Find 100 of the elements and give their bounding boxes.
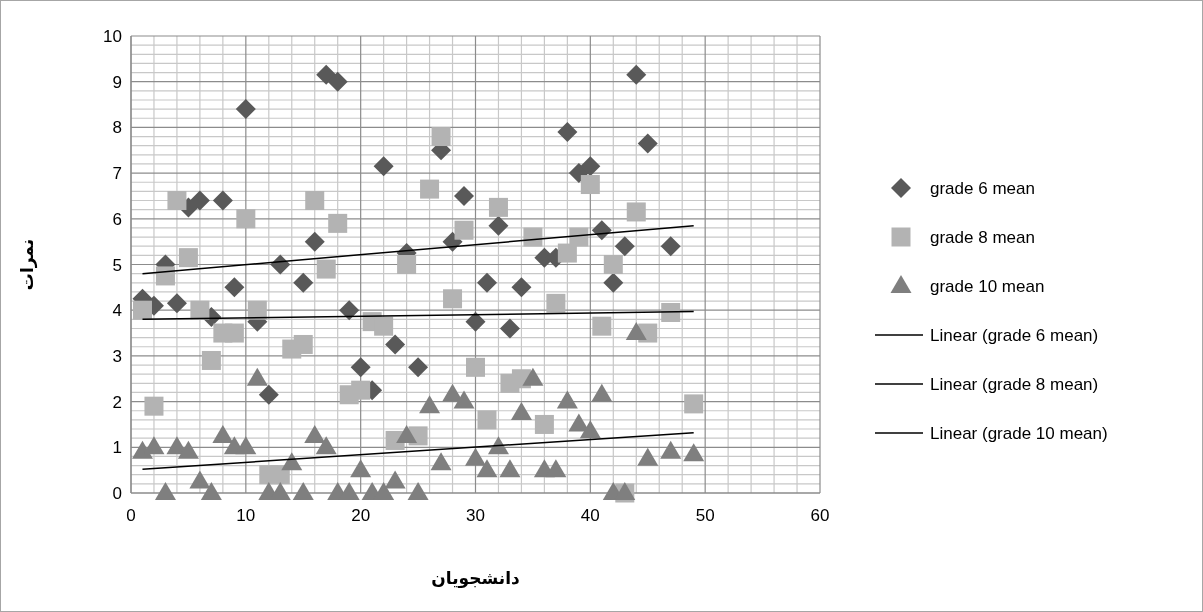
point xyxy=(465,447,486,466)
y-tick-label: 5 xyxy=(112,255,122,275)
y-tick-label: 9 xyxy=(112,72,122,92)
point xyxy=(316,64,337,85)
point xyxy=(247,300,267,320)
point xyxy=(488,197,508,217)
point xyxy=(430,452,452,471)
point xyxy=(603,272,624,293)
point xyxy=(154,482,176,500)
y-tick-label: 2 xyxy=(112,392,122,412)
x-axis-title: دانشجویان xyxy=(431,568,520,589)
y-axis-title: نمرات xyxy=(17,238,38,291)
point xyxy=(557,121,578,142)
point xyxy=(212,424,234,443)
point xyxy=(315,436,337,455)
point xyxy=(293,334,313,354)
point xyxy=(454,185,475,206)
point xyxy=(131,440,153,459)
point xyxy=(144,396,164,416)
point xyxy=(351,380,371,400)
point xyxy=(328,213,348,233)
point xyxy=(499,459,521,478)
point xyxy=(235,99,256,120)
point xyxy=(684,394,704,414)
point xyxy=(579,420,601,439)
point xyxy=(592,316,612,336)
point xyxy=(626,202,646,222)
point xyxy=(408,357,429,378)
y-tick-label: 1 xyxy=(112,438,122,458)
point xyxy=(625,322,647,341)
legend-label: grade 10 mean xyxy=(930,277,1045,296)
x-tick-label: 10 xyxy=(236,506,256,525)
y-tick-label: 0 xyxy=(112,484,122,503)
x-tick-label: 40 xyxy=(580,506,600,525)
point xyxy=(419,395,441,414)
point xyxy=(637,447,659,466)
point xyxy=(683,443,705,462)
point xyxy=(580,175,600,195)
point xyxy=(626,64,647,85)
x-tick-label: 0 xyxy=(126,506,136,525)
point xyxy=(258,384,279,405)
point xyxy=(200,482,222,500)
legend-label: Linear (grade 10 mean) xyxy=(930,424,1108,443)
point xyxy=(431,127,451,147)
y-tick-label: 6 xyxy=(112,209,122,229)
point xyxy=(660,440,682,459)
point xyxy=(373,156,394,177)
point xyxy=(522,367,544,386)
point xyxy=(166,293,187,314)
point xyxy=(201,350,221,370)
point xyxy=(339,300,360,321)
y-tick-label: 10 xyxy=(103,27,122,46)
point xyxy=(591,383,613,402)
x-tick-label: 20 xyxy=(351,506,371,525)
point xyxy=(407,482,429,500)
legend-label: grade 8 mean xyxy=(930,228,1035,247)
point xyxy=(499,318,520,339)
point xyxy=(545,459,567,478)
y-tick-label: 8 xyxy=(112,118,122,138)
point xyxy=(603,255,623,274)
point xyxy=(374,316,394,336)
point xyxy=(190,300,210,320)
point xyxy=(235,436,257,455)
point xyxy=(224,277,245,298)
point xyxy=(523,227,543,247)
point xyxy=(189,190,210,211)
legend-label: Linear (grade 8 mean) xyxy=(930,375,1099,394)
point xyxy=(660,236,681,257)
point xyxy=(327,71,348,92)
point xyxy=(420,179,440,199)
y-tick-label: 3 xyxy=(112,346,122,366)
point xyxy=(385,334,406,355)
x-tick-label: 50 xyxy=(695,506,715,525)
point xyxy=(511,277,532,298)
x-tick-label: 60 xyxy=(810,506,830,525)
point xyxy=(556,390,578,409)
point xyxy=(224,323,244,343)
point xyxy=(293,272,314,293)
point xyxy=(304,424,326,443)
point xyxy=(397,255,417,274)
point xyxy=(569,227,589,247)
point xyxy=(304,231,325,252)
point xyxy=(637,133,658,154)
point xyxy=(350,459,372,478)
point xyxy=(466,357,485,377)
point xyxy=(177,440,199,459)
point xyxy=(167,191,187,211)
point xyxy=(305,191,325,211)
point xyxy=(580,156,601,177)
point xyxy=(476,272,497,293)
y-tick-label: 7 xyxy=(112,164,122,184)
point xyxy=(546,293,566,313)
point xyxy=(443,289,463,309)
point xyxy=(465,311,486,332)
point xyxy=(189,470,211,489)
x-tick-label: 30 xyxy=(466,506,485,525)
point xyxy=(384,470,406,489)
point xyxy=(155,266,175,286)
point xyxy=(236,209,256,229)
point xyxy=(350,357,371,378)
